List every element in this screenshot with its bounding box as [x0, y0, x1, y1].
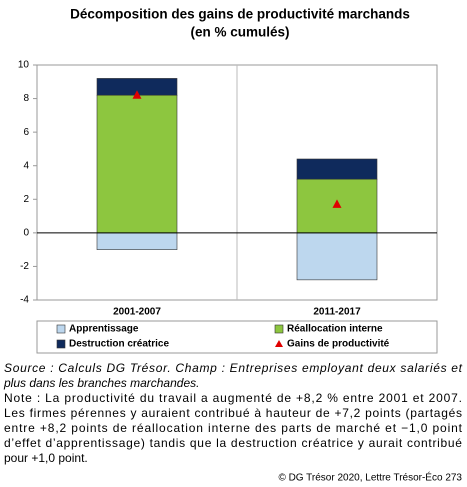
y-tick-label: 8	[23, 93, 29, 104]
source-line: Source : Calculs DG Trésor. Champ : Entr…	[4, 361, 463, 375]
legend-label: Gains de productivité	[287, 339, 390, 350]
legend-label: Apprentissage	[69, 324, 139, 335]
y-tick-label: 10	[18, 60, 30, 71]
bar-segment	[296, 232, 378, 281]
y-tick-label: -2	[20, 261, 29, 272]
note-line: Note : La productivité du travail a augm…	[4, 391, 462, 405]
y-tick-label: 0	[23, 227, 29, 238]
bar-segment	[296, 158, 378, 180]
chart-subtitle: (en % cumulés)	[190, 25, 289, 40]
x-tick-label: 2011-2017	[313, 307, 361, 318]
note-line: pour +1,0 point.	[4, 451, 88, 465]
x-tick-label: 2001-2007	[113, 307, 161, 318]
credit: © DG Trésor 2020, Lettre Trésor-Éco 273	[278, 471, 462, 484]
legend-frame	[36, 320, 438, 354]
y-tick-label: 6	[23, 127, 29, 138]
note-line: d’effet d’apprentissage) tandis que la d…	[4, 436, 462, 450]
bar-segment	[96, 94, 178, 234]
chart-title: Décomposition des gains de productivité …	[70, 7, 410, 22]
legend-swatch	[275, 340, 283, 347]
source-line: plus dans les branches marchandes.	[3, 376, 199, 390]
y-tick-label: 4	[23, 160, 29, 171]
note-line: Les firmes pérennes y auraient contribué…	[4, 406, 462, 420]
legend-swatch	[274, 324, 284, 334]
legend-swatch	[56, 339, 66, 349]
legend-label: Réallocation interne	[287, 324, 383, 335]
bar-segment	[96, 232, 178, 250]
marker	[132, 90, 142, 99]
marker	[332, 199, 342, 208]
y-tick-label: 2	[23, 194, 29, 205]
legend-swatch	[56, 324, 66, 334]
note-line: entre +8,2 points de réallocation intern…	[4, 421, 463, 435]
y-tick-label: -4	[20, 295, 29, 306]
legend-label: Destruction créatrice	[69, 339, 169, 350]
